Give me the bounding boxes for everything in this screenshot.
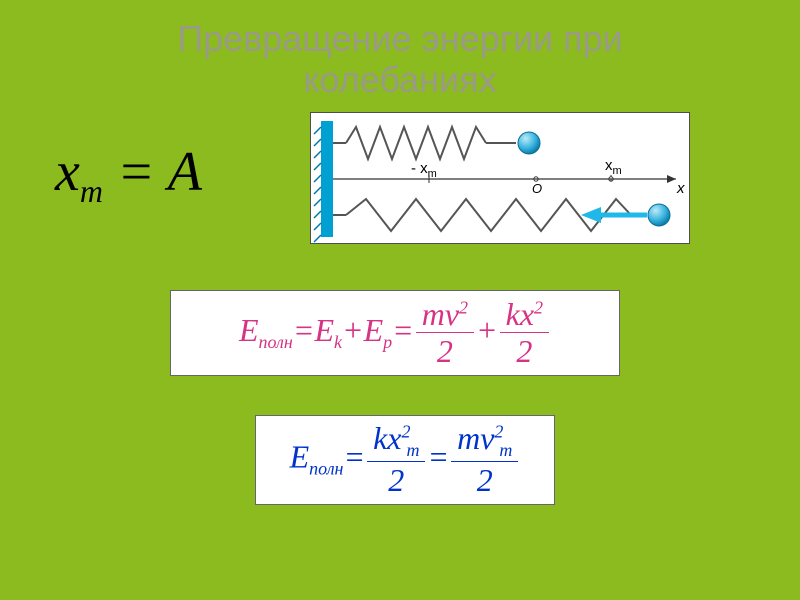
formula2-eq: Eполн=kx2m2=mv2m2: [290, 421, 521, 499]
wall-hatch: [314, 127, 321, 242]
mass-bottom: [648, 204, 670, 226]
title-line2: колебаниях: [303, 59, 496, 100]
formula-total-energy: Eполн=Ek+Ep=mv22+kx22: [170, 290, 620, 376]
title-line1: Превращение энергии при: [177, 18, 623, 59]
spring-diagram: - xm O xm x: [310, 112, 690, 244]
amp-eq: =: [103, 141, 168, 203]
amp-lhs-sub: m: [80, 173, 103, 209]
axis-arrowhead: [667, 175, 676, 183]
diagram-svg: - xm O xm x: [311, 113, 691, 245]
formula-max-energy: Eполн=kx2m2=mv2m2: [255, 415, 555, 505]
spring-top: [333, 127, 516, 159]
force-arrow: [581, 207, 647, 223]
amplitude-equation: xm = A: [55, 140, 202, 210]
wall-rect: [321, 121, 333, 237]
formula1-eq: Eполн=Ek+Ep=mv22+kx22: [239, 297, 551, 370]
label-pos-xm: xm: [605, 157, 622, 177]
amp-rhs: A: [168, 141, 202, 203]
amp-lhs-var: x: [55, 141, 80, 203]
label-origin: O: [532, 181, 542, 196]
mass-top: [518, 132, 540, 154]
label-neg-xm: - xm: [411, 160, 437, 180]
slide-title: Превращение энергии при колебаниях: [0, 0, 800, 101]
label-axis: x: [676, 180, 685, 197]
